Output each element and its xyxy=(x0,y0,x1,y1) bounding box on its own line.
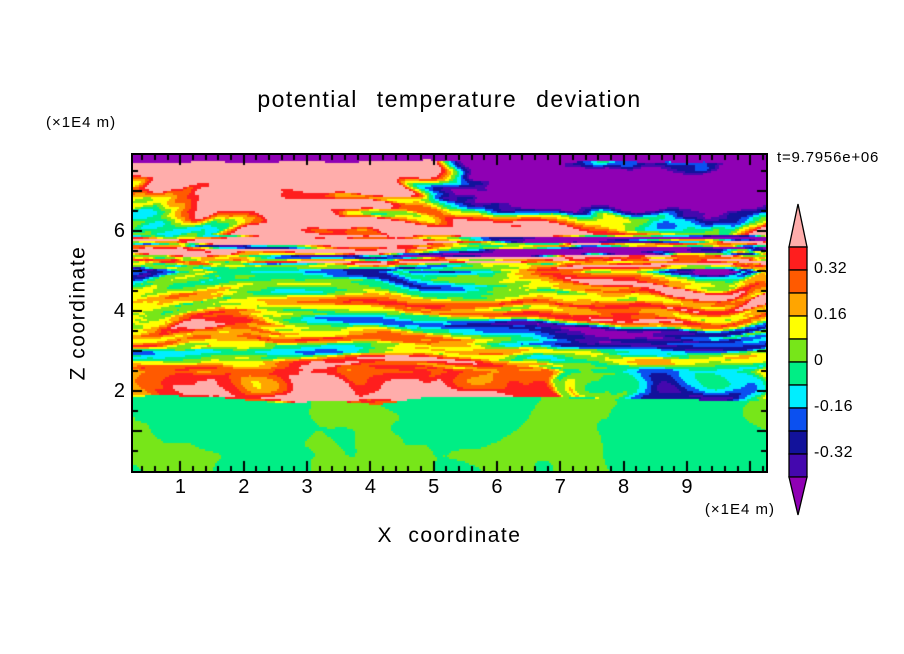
colorbar-segment xyxy=(788,292,808,317)
z-axis-unit-label: (×1E4 m) xyxy=(46,114,117,131)
x-tick-label: 8 xyxy=(618,476,630,498)
chart-title: potential temperature deviation xyxy=(257,86,642,112)
colorbar-segment xyxy=(788,384,808,409)
colorbar-segment xyxy=(788,315,808,340)
colorbar-tick-label: 0 xyxy=(814,352,824,369)
colorbar-tick-label: -0.32 xyxy=(814,444,853,461)
x-tick-label: 1 xyxy=(174,476,187,498)
colorbar-segment xyxy=(788,269,808,294)
z-tick-label: 6 xyxy=(113,220,125,242)
z-tick-label: 4 xyxy=(113,300,125,322)
colorbar xyxy=(788,203,808,516)
x-tick-label: 7 xyxy=(554,476,566,498)
x-tick-label: 6 xyxy=(491,476,503,498)
colorbar-tick-label: 0.16 xyxy=(814,306,848,323)
colorbar-under-arrow xyxy=(788,476,808,516)
colorbar-segment xyxy=(788,361,808,386)
x-tick-label: 9 xyxy=(681,476,693,498)
heatmap-canvas xyxy=(133,155,766,471)
colorbar-segment xyxy=(788,430,808,455)
colorbar-tick-label: 0.32 xyxy=(814,260,848,277)
z-axis-title: Z coordinate xyxy=(66,245,90,381)
colorbar-tick-label: -0.16 xyxy=(814,398,853,415)
colorbar-segment xyxy=(788,338,808,363)
z-tick-label: 2 xyxy=(113,380,125,402)
x-axis-title: X coordinate xyxy=(377,524,522,547)
colorbar-segment xyxy=(788,407,808,432)
x-tick-label: 5 xyxy=(428,476,440,498)
x-axis-unit-label: (×1E4 m) xyxy=(704,501,775,518)
colorbar-segment xyxy=(788,453,808,478)
colorbar-segment xyxy=(788,246,808,271)
z-axis-title-box: Z coordinate xyxy=(56,155,100,471)
x-tick-label: 2 xyxy=(238,476,250,498)
colorbar-over-arrow xyxy=(788,203,808,248)
x-tick-label: 4 xyxy=(364,476,376,498)
plot-frame xyxy=(131,153,768,473)
time-annotation: t=9.7956e+06 xyxy=(777,149,880,166)
x-tick-label: 3 xyxy=(301,476,313,498)
